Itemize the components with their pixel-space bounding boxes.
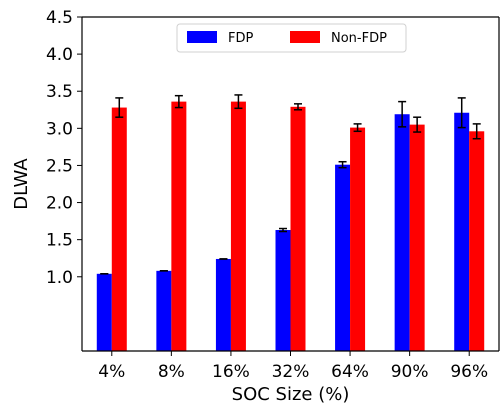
x-tick-label: 4% bbox=[98, 362, 125, 382]
non-fdp-bar bbox=[409, 124, 425, 351]
x-axis-label: SOC Size (%) bbox=[232, 384, 350, 405]
fdp-bar bbox=[275, 230, 291, 351]
y-tick-label: 4.0 bbox=[46, 45, 73, 65]
y-ticks-group: 1.0 1.5 2.0 2.5 3.0 3.5 4.0 4.5 bbox=[46, 8, 82, 288]
non-fdp-legend-swatch bbox=[290, 31, 320, 43]
fdp-bar bbox=[156, 270, 172, 351]
bars-group bbox=[96, 101, 485, 351]
y-tick-label: 1.0 bbox=[46, 268, 73, 288]
x-tick-label: 16% bbox=[212, 362, 250, 382]
y-tick-label: 2.5 bbox=[46, 156, 73, 176]
x-tick-label: 96% bbox=[450, 362, 488, 382]
non-fdp-bar bbox=[111, 107, 127, 351]
x-tick-label: 64% bbox=[331, 362, 369, 382]
fdp-bar bbox=[96, 273, 112, 351]
x-tick-label: 32% bbox=[272, 362, 310, 382]
y-tick-label: 2.0 bbox=[46, 194, 73, 214]
non-fdp-bar bbox=[469, 131, 485, 351]
non-fdp-bar bbox=[230, 101, 246, 351]
error-bars-group bbox=[100, 94, 481, 275]
x-ticks-group: 4% 8% 16% 32% 64% 90% 96% bbox=[98, 351, 488, 382]
non-fdp-bar bbox=[290, 106, 306, 351]
fdp-bar bbox=[394, 114, 410, 351]
fdp-legend-label: FDP bbox=[228, 31, 253, 46]
non-fdp-bar bbox=[171, 101, 187, 351]
x-tick-label: 8% bbox=[158, 362, 185, 382]
axes-group bbox=[81, 16, 500, 352]
y-tick-label: 4.5 bbox=[46, 8, 73, 28]
fdp-legend-swatch bbox=[187, 31, 217, 43]
y-tick-label: 3.0 bbox=[46, 119, 73, 139]
fdp-bar bbox=[215, 258, 231, 351]
fdp-bar bbox=[454, 112, 470, 351]
legend: FDP Non-FDP bbox=[176, 23, 407, 53]
fdp-bar bbox=[335, 164, 351, 351]
y-tick-label: 1.5 bbox=[46, 231, 73, 251]
non-fdp-bar bbox=[350, 127, 366, 351]
y-axis-label: DLWA bbox=[11, 158, 32, 210]
y-tick-label: 3.5 bbox=[46, 82, 73, 102]
non-fdp-legend-label: Non-FDP bbox=[331, 31, 387, 46]
x-tick-label: 90% bbox=[391, 362, 429, 382]
